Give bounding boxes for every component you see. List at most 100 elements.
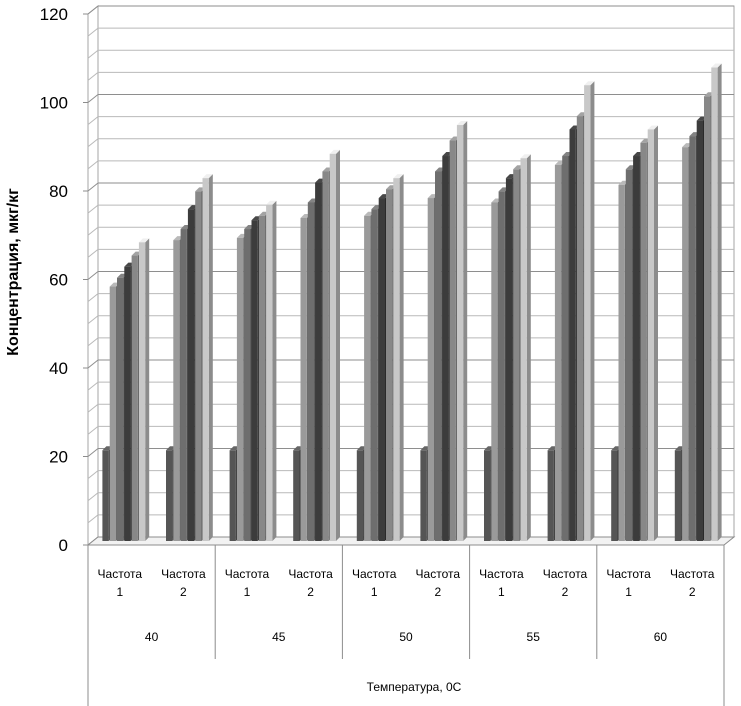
bar-front (258, 215, 266, 541)
bar-side (463, 121, 468, 542)
gridline-side (87, 492, 99, 502)
bar-front (569, 129, 576, 541)
bar-front (356, 450, 364, 541)
gridline-side (87, 337, 99, 347)
gridline-side (87, 293, 99, 303)
bar-front (244, 229, 251, 541)
x-category-label-number: 1 (116, 585, 123, 599)
x-category-label-number: 2 (689, 585, 696, 599)
bar-front (442, 156, 449, 541)
x-group-label: 60 (654, 630, 668, 644)
gridline-side (87, 359, 99, 369)
bar-top (520, 154, 531, 159)
x-category-label: Частота (670, 567, 715, 581)
bar-front (378, 198, 385, 541)
bar-front (456, 125, 464, 542)
bar-front (124, 266, 131, 541)
bar-front (682, 147, 689, 542)
gridline-side (87, 182, 99, 192)
x-category-label-number: 1 (625, 585, 632, 599)
bar-top (711, 63, 722, 68)
x-category-label-number: 2 (434, 585, 441, 599)
chart-axes (83, 13, 725, 706)
bar-front (202, 178, 209, 541)
bar (711, 63, 722, 542)
bar-front (131, 255, 138, 541)
gridline-side (87, 138, 99, 148)
x-group-label: 45 (272, 630, 286, 644)
bar-front (293, 450, 300, 541)
bar-front (315, 182, 322, 541)
gridline-side (87, 226, 99, 236)
gridline-side (87, 425, 99, 435)
gridline-side (87, 315, 99, 325)
bar-front (173, 240, 180, 541)
bar-front (117, 277, 124, 541)
bar-front (689, 136, 696, 542)
bar (266, 200, 277, 541)
x-category-label: Частота (225, 567, 270, 581)
x-group-label: 55 (527, 630, 541, 644)
bar-front (562, 156, 569, 541)
bar (584, 81, 595, 541)
bar-side (145, 238, 150, 541)
bar-front (371, 209, 378, 541)
bar-front (611, 450, 618, 541)
x-axis-title: Температура, 0С (367, 680, 462, 694)
bar-front (484, 450, 491, 541)
bar-front (322, 171, 329, 541)
x-category-label: Частота (161, 567, 206, 581)
bar-front (554, 164, 562, 541)
x-category-label: Частота (543, 567, 588, 581)
bar (647, 125, 658, 541)
x-category-label: Частота (416, 567, 461, 581)
bar-front (491, 202, 498, 542)
x-category-label-number: 2 (180, 585, 187, 599)
bar-front (386, 189, 393, 541)
gridline-side (87, 470, 99, 480)
bar-top (202, 174, 213, 179)
x-category-label-number: 1 (244, 585, 251, 599)
bar-front (180, 229, 187, 541)
bar-front (696, 120, 703, 541)
bar-front (647, 129, 654, 541)
bar-top (393, 174, 404, 179)
bar-top (456, 121, 468, 126)
bar-front (364, 215, 371, 541)
bar-front (633, 156, 640, 541)
bar-top (329, 149, 340, 154)
x-category-label: Частота (288, 567, 333, 581)
bar-front (229, 450, 236, 541)
bar-front (449, 140, 456, 541)
x-category-label-number: 1 (498, 585, 505, 599)
x-group-label: 40 (145, 630, 159, 644)
x-category-label: Частота (352, 567, 397, 581)
bar-front (102, 450, 109, 541)
gridline-side (87, 204, 99, 214)
bar-front (513, 169, 520, 542)
chart-bars (102, 63, 722, 542)
bar-side (654, 125, 658, 541)
x-category-label: Частота (98, 567, 143, 581)
gridline-side (87, 160, 99, 170)
bar-top (584, 81, 595, 86)
gridline-side (87, 116, 99, 126)
bar-front (711, 67, 718, 542)
bar-front (300, 217, 307, 541)
gridline-side (87, 248, 99, 258)
bar-side (336, 149, 340, 541)
y-tick-label: 0 (59, 536, 68, 555)
bar-front (166, 450, 173, 541)
x-category-label-number: 2 (307, 585, 314, 599)
bar-front (505, 178, 513, 541)
y-tick-label: 80 (49, 182, 68, 201)
x-category-label-number: 1 (371, 585, 378, 599)
bar-front (138, 242, 146, 541)
gridline-side (87, 71, 99, 81)
bar (520, 154, 531, 542)
y-tick-label: 40 (49, 359, 68, 378)
bar-front (329, 153, 336, 541)
bar-top (266, 200, 277, 205)
bar-front (251, 220, 258, 541)
bar-front (520, 158, 527, 542)
